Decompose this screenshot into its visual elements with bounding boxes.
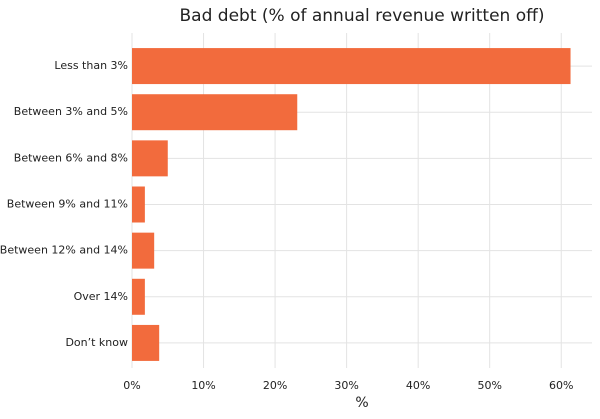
y-tick-label: Between 6% and 8% xyxy=(14,151,128,164)
x-axis-title: % xyxy=(355,395,368,411)
x-tick-label: 40% xyxy=(406,379,430,392)
y-tick-label: Between 9% and 11% xyxy=(7,198,128,211)
bar xyxy=(132,48,571,85)
bar xyxy=(132,186,145,223)
y-tick-label: Between 12% and 14% xyxy=(0,244,128,257)
x-tick-label: 30% xyxy=(334,379,358,392)
x-tick-label: 60% xyxy=(549,379,573,392)
bar xyxy=(132,324,160,361)
bar xyxy=(132,94,298,131)
y-tick-label: Don’t know xyxy=(65,336,128,349)
x-tick-label: 50% xyxy=(477,379,501,392)
x-tick-label: 0% xyxy=(123,379,140,392)
y-tick-label: Less than 3% xyxy=(54,59,128,72)
chart-title: Bad debt (% of annual revenue written of… xyxy=(180,6,545,26)
y-tick-label: Over 14% xyxy=(74,290,128,303)
bar xyxy=(132,278,145,315)
bar xyxy=(132,232,155,269)
x-tick-label: 20% xyxy=(263,379,287,392)
y-tick-label: Between 3% and 5% xyxy=(14,105,128,118)
x-tick-label: 10% xyxy=(191,379,215,392)
bar xyxy=(132,140,168,177)
